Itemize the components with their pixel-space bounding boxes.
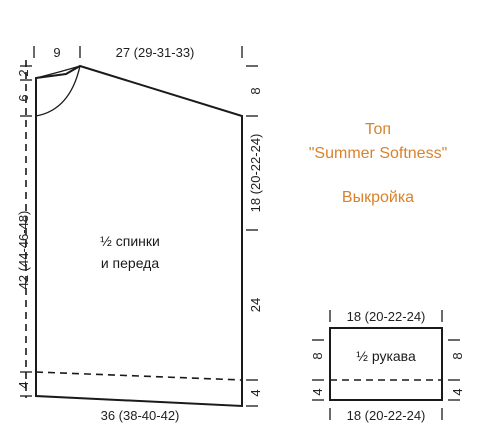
body-right-hem-label: 4 [248,389,263,396]
sleeve-right-hem-label: 4 [450,388,465,395]
sleeve-left-hem-label: 4 [310,388,325,395]
body-left-dimension [20,65,32,397]
body-outline [35,64,243,408]
neck-width-label: 9 [53,45,60,60]
body-piece [25,60,243,408]
neck-depth-front-label: 6 [16,94,31,101]
body-piece-label-line1: ½ спинки [100,233,160,249]
back-neckline [35,65,81,79]
sleeve-piece-label: ½ рукава [356,348,416,364]
shoulder-width-label: 27 (29-31-33) [116,45,195,60]
title-line2: "Summer Softness" [309,145,448,162]
armhole-depth-label: 18 (20-22-24) [248,134,263,213]
body-height-label: 42 (44-46-48) [16,211,31,290]
sleeve-left-height-label: 8 [310,352,325,359]
body-right-dimension [246,65,258,407]
body-hem-line [35,371,243,381]
sleeve-piece [312,310,460,420]
sleeve-right-height-label: 8 [450,352,465,359]
shoulder-slope-label: 8 [248,87,263,94]
body-left-hem-label: 4 [16,381,31,388]
front-neckline [35,65,81,117]
sleeve-outline [329,327,443,401]
title-line1: Топ [365,121,391,138]
title-line3: Выкройка [342,189,414,206]
bottom-width-label: 36 (38-40-42) [101,408,180,423]
side-length-label: 24 [248,298,263,312]
sleeve-bottom-width-label: 18 (20-22-24) [347,408,426,423]
sleeve-top-width-label: 18 (20-22-24) [347,309,426,324]
neck-depth-back-label: 2 [16,69,31,76]
body-top-dimension [33,46,243,58]
body-piece-label-line2: и переда [101,255,160,271]
